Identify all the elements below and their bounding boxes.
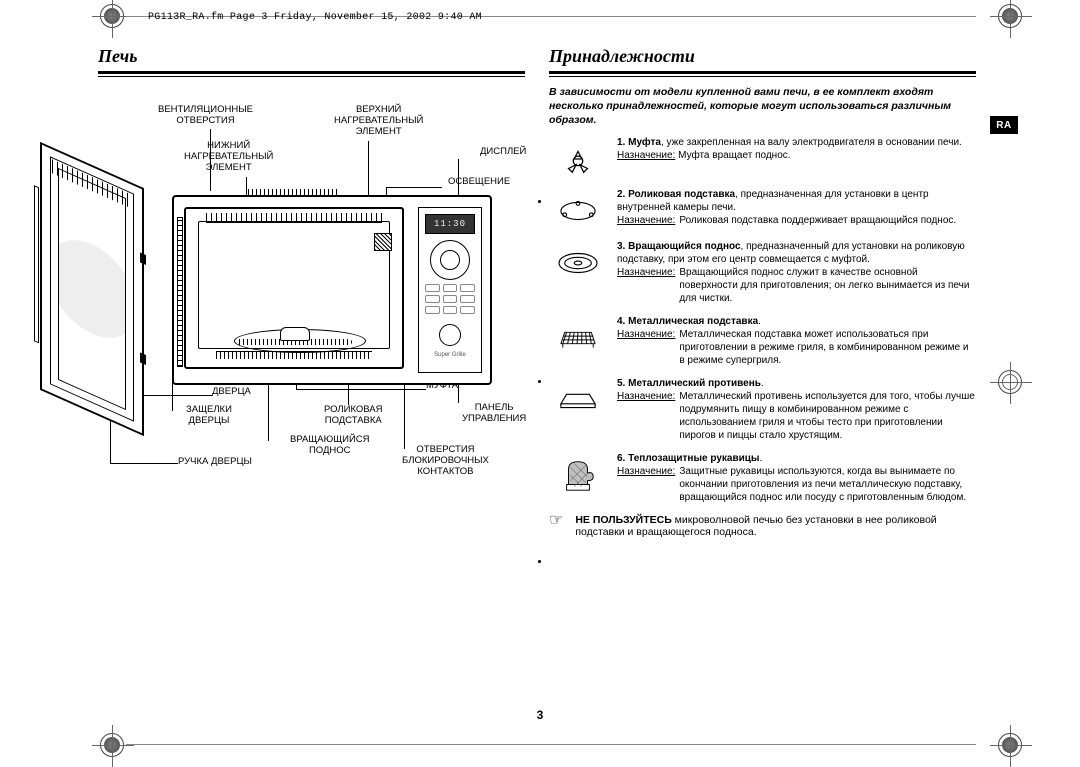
leader (134, 395, 212, 396)
door-latch (140, 352, 146, 365)
item-number: 1. (617, 137, 625, 148)
label-light: ОСВЕЩЕНИЕ (448, 177, 510, 188)
crop-mark-bl (100, 733, 124, 757)
mode-dial (430, 240, 470, 280)
file-path-stamp: PG113R_RA.fm Page 3 Friday, November 15,… (148, 12, 482, 23)
accessory-row: 4. Металлическая подставка. Назначение: … (549, 315, 976, 367)
crop-mark-tl (100, 4, 124, 28)
item-number: 5. (617, 378, 625, 389)
cavity (184, 207, 404, 369)
item-title: Роликовая подставка (628, 189, 735, 200)
control-panel: 11:30 Super Grille (418, 207, 482, 373)
coupler (280, 327, 310, 341)
label-lock-holes: ОТВЕРСТИЯ БЛОКИРОВОЧНЫХ КОНТАКТОВ (402, 445, 489, 478)
item-desc: , уже закрепленная на валу электродвигат… (661, 137, 962, 148)
warning-note: ☞ НЕ ПОЛЬЗУЙТЕСЬ микроволновой печью без… (549, 514, 976, 538)
leader (296, 389, 426, 390)
oven-mitt-icon (555, 456, 601, 494)
crop-mark-mr (998, 370, 1022, 394)
oven-diagram: ВЕНТИЛЯЦИОННЫЕ ОТВЕРСТИЯ ВЕРХНИЙ НАГРЕВА… (98, 85, 525, 515)
metal-tray-icon (555, 381, 601, 419)
item-number: 6. (617, 453, 625, 464)
label-latches: ЗАЩЕЛКИ ДВЕРЦЫ (186, 405, 232, 427)
heading-accessories: Принадлежности (549, 46, 976, 67)
rule (98, 71, 525, 74)
warning-bold: НЕ ПОЛЬЗУЙТЕСЬ (575, 514, 671, 526)
purpose-label: Назначение: (617, 465, 675, 504)
left-column: Печь ВЕНТИЛЯЦИОННЫЕ ОТВЕРСТИЯ ВЕРХНИЙ НА… (98, 46, 525, 722)
accessory-row: 5. Металлический противень. Назначение: … (549, 377, 976, 442)
item-number: 4. (617, 316, 625, 327)
metal-rack-icon (555, 319, 601, 357)
crop-line-bottom (126, 744, 976, 745)
label-display: ДИСПЛЕЙ (480, 147, 526, 158)
label-roller: РОЛИКОВАЯ ПОДСТАВКА (324, 405, 383, 427)
rule (98, 76, 525, 77)
microwave-body: 11:30 Super Grille (172, 195, 492, 385)
crop-mark-tr (998, 4, 1022, 28)
label-top-heater: ВЕРХНИЙ НАГРЕВАТЕЛЬНЫЙ ЭЛЕМЕНТ (334, 105, 423, 138)
page-number: 3 (537, 708, 544, 722)
item-title: Муфта (628, 137, 661, 148)
coupler-icon (555, 140, 601, 178)
button-grid (419, 280, 481, 318)
crop-mark-br (998, 733, 1022, 757)
latch-plate (177, 217, 183, 367)
door-latch (140, 252, 146, 265)
rule (549, 76, 976, 77)
heading-oven: Печь (98, 46, 525, 67)
item-desc: . (759, 453, 762, 464)
label-door: ДВЕРЦА (212, 387, 251, 398)
rule (549, 71, 976, 74)
timer-knob (439, 324, 461, 346)
panel-brand: Super Grille (419, 352, 481, 358)
item-desc: . (758, 316, 761, 327)
oven-light (374, 233, 392, 251)
label-bottom-heater: НИЖНИЙ НАГРЕВАТЕЛЬНЫЙ ЭЛЕМЕНТ (184, 141, 273, 174)
door-vents (52, 159, 132, 209)
accessories-intro: В зависимости от модели купленной вами п… (549, 85, 976, 128)
item-title: Теплозащитные рукавицы (628, 453, 759, 464)
purpose-label: Назначение: (617, 266, 675, 305)
purpose-label: Назначение: (617, 328, 675, 367)
purpose-label: Назначение: (617, 390, 675, 442)
language-tab: RA (990, 116, 1018, 134)
roller-ring-icon (555, 192, 601, 230)
item-desc: . (761, 378, 764, 389)
turntable-icon (555, 244, 601, 282)
door-handle (34, 185, 39, 343)
purpose-label: Назначение: (617, 214, 675, 227)
label-turntable: ВРАЩАЮЩИЙСЯ ПОДНОС (290, 435, 370, 457)
item-number: 2. (617, 189, 625, 200)
purpose-text: Вращающийся поднос служит в качестве осн… (679, 266, 976, 305)
leader (386, 187, 442, 188)
page-frame: RA Печь ВЕНТИЛЯЦИОННЫЕ ОТВЕРСТИЯ ВЕРХНИЙ… (98, 46, 982, 722)
item-title: Вращающийся поднос (628, 241, 740, 252)
purpose-text: Металлическая подставка может использова… (679, 328, 976, 367)
purpose-label: Назначение: (617, 150, 675, 161)
leader (110, 463, 178, 464)
accessory-row: 6. Теплозащитные рукавицы. Назначение: З… (549, 452, 976, 504)
accessory-row: 1. Муфта, уже закрепленная на валу элект… (549, 136, 976, 178)
purpose-text: Металлический противень используется для… (679, 390, 976, 442)
accessory-row: 2. Роликовая подставка, предназначенная … (549, 188, 976, 230)
accessory-row: 3. Вращающийся поднос, предназначенный д… (549, 240, 976, 305)
item-number: 3. (617, 241, 625, 252)
purpose-text: Защитные рукавицы используются, когда вы… (679, 465, 976, 504)
item-title: Металлическая подставка (628, 316, 758, 327)
label-control: ПАНЕЛЬ УПРАВЛЕНИЯ (462, 403, 526, 425)
pointing-hand-icon: ☞ (549, 513, 563, 538)
purpose-text: Муфта вращает поднос. (678, 150, 790, 161)
door (40, 142, 144, 436)
display-readout: 11:30 (425, 214, 475, 234)
item-title: Металлический противень (628, 378, 761, 389)
purpose-text: Роликовая подставка поддерживает вращающ… (679, 214, 976, 227)
right-column: Принадлежности В зависимости от модели к… (549, 46, 982, 722)
label-vent-holes: ВЕНТИЛЯЦИОННЫЕ ОТВЕРСТИЯ (158, 105, 253, 127)
label-handle: РУЧКА ДВЕРЦЫ (178, 457, 252, 468)
